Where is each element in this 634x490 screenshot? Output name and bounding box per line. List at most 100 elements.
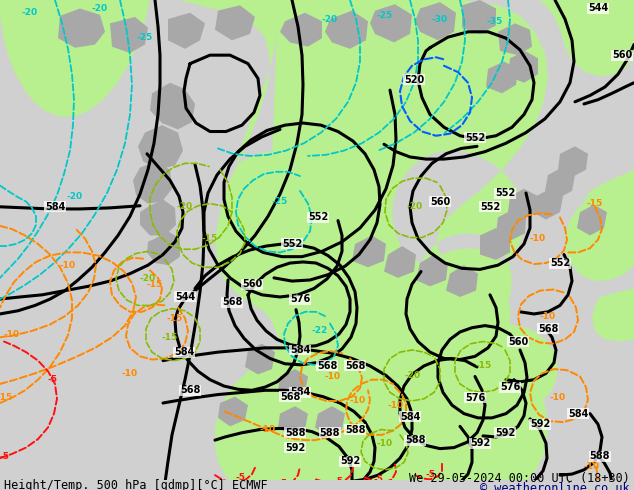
Polygon shape: [545, 168, 575, 198]
Text: 568: 568: [180, 385, 200, 395]
Polygon shape: [150, 83, 195, 129]
Polygon shape: [215, 5, 255, 40]
Polygon shape: [486, 62, 518, 93]
Text: 584: 584: [400, 412, 420, 422]
Text: 592: 592: [340, 456, 360, 466]
Text: -15: -15: [587, 199, 603, 208]
Text: 584: 584: [290, 345, 310, 355]
Text: 588: 588: [285, 428, 305, 438]
Text: 552: 552: [495, 188, 515, 198]
Polygon shape: [592, 289, 634, 342]
Text: 576: 576: [290, 294, 310, 304]
Polygon shape: [0, 0, 150, 117]
Text: -5: -5: [425, 469, 435, 479]
Polygon shape: [325, 11, 368, 49]
Text: -15: -15: [0, 393, 13, 402]
Text: -10: -10: [550, 393, 566, 402]
Text: 584: 584: [568, 409, 588, 418]
Text: -10: -10: [4, 330, 20, 339]
Text: 552: 552: [308, 213, 328, 222]
Text: 568: 568: [345, 361, 365, 371]
Text: 544: 544: [175, 292, 195, 302]
Polygon shape: [577, 205, 607, 236]
Text: -5: -5: [0, 452, 10, 461]
Text: 568: 568: [222, 297, 242, 307]
Text: 552: 552: [465, 133, 485, 143]
Polygon shape: [496, 210, 526, 241]
Text: 592: 592: [285, 442, 305, 453]
Polygon shape: [218, 397, 248, 426]
Text: -25: -25: [137, 33, 153, 42]
Polygon shape: [215, 0, 558, 490]
Polygon shape: [352, 236, 386, 267]
Text: -5: -5: [277, 479, 287, 488]
Text: 588: 588: [345, 424, 365, 435]
Polygon shape: [416, 254, 448, 286]
Polygon shape: [138, 125, 183, 170]
Text: -15: -15: [202, 234, 218, 243]
Text: -20: -20: [67, 192, 83, 201]
Polygon shape: [278, 406, 308, 436]
Polygon shape: [58, 8, 105, 48]
Text: -20: -20: [92, 4, 108, 13]
Text: -5: -5: [333, 477, 343, 486]
Text: -20: -20: [407, 202, 423, 211]
Polygon shape: [110, 17, 148, 53]
Polygon shape: [462, 0, 496, 34]
Text: -15: -15: [476, 362, 492, 370]
Text: -10: -10: [350, 396, 366, 405]
Text: -10: -10: [60, 261, 76, 270]
Polygon shape: [446, 265, 478, 297]
Text: 588: 588: [590, 451, 611, 461]
Polygon shape: [480, 228, 510, 260]
Text: 584: 584: [174, 347, 194, 357]
Text: 560: 560: [242, 279, 262, 289]
Text: © weatheronline.co.uk: © weatheronline.co.uk: [481, 482, 630, 490]
Text: 568: 568: [317, 361, 337, 371]
Text: -20: -20: [322, 15, 338, 24]
Text: -22: -22: [312, 326, 328, 336]
Text: -10: -10: [388, 401, 404, 410]
Text: -25: -25: [377, 11, 393, 21]
Text: 552: 552: [282, 239, 302, 249]
Polygon shape: [533, 189, 563, 220]
Text: 588: 588: [320, 428, 340, 438]
Text: 592: 592: [495, 428, 515, 438]
Text: -5: -5: [373, 475, 383, 484]
Polygon shape: [540, 0, 634, 76]
Text: Height/Temp. 500 hPa [gdmp][°C] ECMWF: Height/Temp. 500 hPa [gdmp][°C] ECMWF: [4, 479, 268, 490]
Polygon shape: [168, 13, 205, 49]
Text: 560: 560: [612, 50, 632, 60]
Text: 568: 568: [280, 392, 300, 402]
Text: -35: -35: [487, 17, 503, 25]
Polygon shape: [508, 189, 538, 220]
Polygon shape: [147, 231, 180, 265]
Text: 560: 560: [508, 337, 528, 346]
Polygon shape: [498, 24, 532, 55]
Text: -5: -5: [235, 473, 245, 482]
Text: -15: -15: [167, 314, 183, 323]
Text: -10: -10: [584, 462, 600, 471]
Polygon shape: [140, 199, 176, 236]
Text: -10: -10: [530, 234, 546, 243]
Text: 544: 544: [588, 3, 608, 14]
Polygon shape: [315, 406, 345, 436]
Text: -5: -5: [355, 481, 365, 490]
Polygon shape: [384, 246, 416, 278]
Text: -10: -10: [540, 312, 556, 320]
Text: -10: -10: [122, 369, 138, 378]
Text: -10: -10: [260, 425, 276, 434]
Text: 520: 520: [404, 74, 424, 85]
Text: 592: 592: [470, 439, 490, 448]
Text: -20: -20: [140, 274, 156, 283]
Text: 576: 576: [500, 382, 520, 392]
Text: 552: 552: [480, 202, 500, 212]
Polygon shape: [415, 2, 456, 40]
Polygon shape: [370, 4, 412, 43]
Text: -10: -10: [377, 439, 393, 448]
Polygon shape: [245, 343, 275, 374]
Polygon shape: [558, 147, 588, 177]
Text: -30: -30: [432, 15, 448, 24]
Polygon shape: [280, 13, 322, 47]
Polygon shape: [565, 170, 634, 281]
